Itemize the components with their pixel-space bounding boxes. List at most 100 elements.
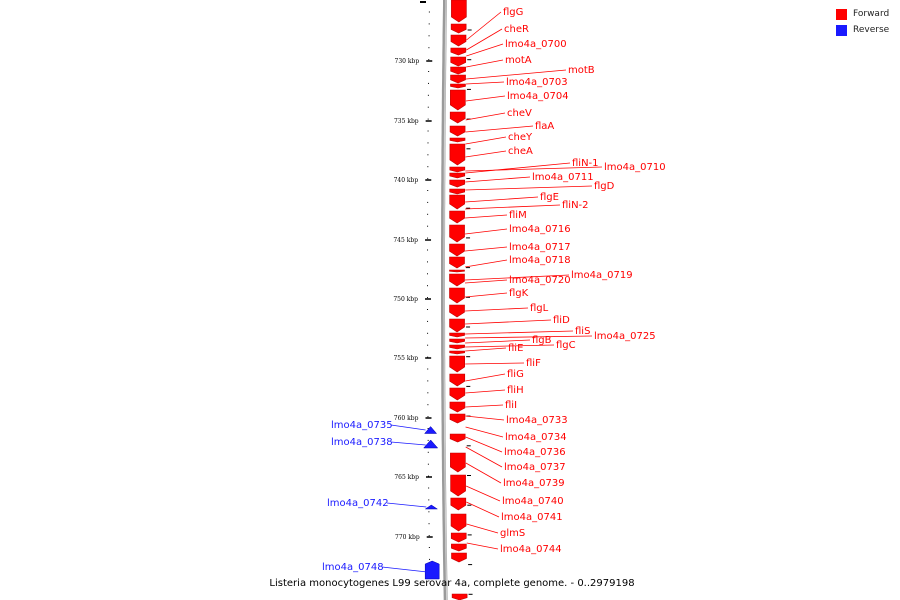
forward-gene-feature[interactable] — [449, 373, 466, 387]
forward-label-leader — [465, 204, 561, 210]
reverse-gene-label[interactable]: lmo4a_0742 — [327, 498, 389, 509]
forward-gene-label[interactable]: motA — [505, 55, 532, 66]
forward-gene-label[interactable]: lmo4a_0700 — [505, 39, 567, 50]
forward-gene-label[interactable]: lmo4a_0733 — [506, 415, 568, 426]
forward-gene-feature[interactable] — [449, 401, 466, 413]
forward-gene-feature[interactable] — [449, 304, 465, 318]
reverse-gene-feature[interactable] — [424, 560, 440, 580]
forward-gene-feature[interactable] — [449, 318, 465, 333]
forward-gene-label[interactable]: lmo4a_0736 — [504, 447, 566, 458]
forward-gene-label[interactable]: lmo4a_0716 — [509, 224, 571, 235]
forward-gene-label[interactable]: lmo4a_0711 — [532, 172, 594, 183]
forward-gene-label[interactable]: fliH — [507, 385, 524, 396]
forward-gene-feature[interactable] — [449, 344, 465, 350]
forward-gene-label[interactable]: lmo4a_0741 — [501, 512, 563, 523]
forward-gene-label[interactable]: flgK — [509, 288, 529, 299]
forward-gene-feature[interactable] — [450, 23, 467, 34]
forward-gene-label[interactable]: lmo4a_0740 — [502, 496, 564, 507]
forward-gene-feature[interactable] — [449, 111, 466, 124]
forward-gene-label[interactable]: lmo4a_0718 — [509, 255, 571, 266]
forward-gene-label[interactable]: fliI — [505, 400, 517, 411]
forward-gene-label[interactable]: motB — [568, 65, 595, 76]
forward-gene-label[interactable]: lmo4a_0704 — [507, 91, 569, 102]
forward-gene-feature[interactable] — [449, 338, 465, 344]
forward-gene-label[interactable]: lmo4a_0720 — [509, 275, 571, 286]
forward-gene-feature[interactable] — [449, 287, 465, 304]
forward-gene-feature[interactable] — [449, 413, 466, 424]
forward-gene-feature[interactable] — [449, 188, 466, 195]
forward-gene-label[interactable]: lmo4a_0737 — [504, 462, 566, 473]
forward-gene-label[interactable]: flaA — [535, 121, 554, 132]
forward-gene-feature[interactable] — [449, 194, 465, 210]
forward-gene-label[interactable]: fliG — [507, 369, 524, 380]
forward-gene-feature[interactable] — [449, 355, 465, 373]
forward-gene-label[interactable]: fliM — [509, 210, 527, 221]
forward-gene-label[interactable]: cheV — [507, 108, 532, 119]
reverse-gene-feature[interactable] — [424, 426, 438, 434]
forward-gene-feature[interactable] — [450, 89, 466, 111]
forward-gene-label[interactable]: cheA — [508, 146, 533, 157]
legend-forward[interactable]: Forward — [836, 6, 900, 22]
forward-gene-label[interactable]: cheR — [504, 24, 529, 35]
forward-gene-feature[interactable] — [449, 166, 466, 173]
forward-gene-label[interactable]: flgL — [530, 303, 549, 314]
forward-gene-feature[interactable] — [450, 66, 466, 75]
forward-gene-feature[interactable] — [449, 243, 465, 257]
forward-gene-label[interactable]: fliS — [575, 326, 590, 337]
forward-gene-feature[interactable] — [450, 474, 466, 497]
forward-gene-label[interactable]: flgD — [594, 181, 615, 192]
forward-gene-feature[interactable] — [449, 224, 465, 243]
forward-gene-feature[interactable] — [449, 125, 466, 137]
forward-gene-feature[interactable] — [449, 332, 465, 338]
forward-gene-feature[interactable] — [450, 513, 467, 532]
reverse-gene-feature[interactable] — [424, 504, 439, 510]
forward-gene-label[interactable]: flgG — [503, 7, 523, 18]
forward-gene-label[interactable]: lmo4a_0744 — [500, 544, 562, 555]
forward-gene-feature[interactable] — [449, 256, 465, 269]
forward-gene-feature[interactable] — [449, 210, 465, 224]
forward-gene-feature[interactable] — [450, 56, 467, 67]
forward-gene-feature[interactable] — [450, 532, 467, 543]
forward-gene-feature[interactable] — [449, 387, 466, 401]
forward-gene-feature[interactable] — [450, 74, 466, 84]
forward-gene-label[interactable]: lmo4a_0734 — [505, 432, 567, 443]
forward-gene-label[interactable]: fliN-1 — [572, 158, 599, 169]
forward-gene-feature[interactable] — [451, 0, 467, 23]
forward-gene-feature[interactable] — [449, 433, 466, 443]
forward-gene-label[interactable]: lmo4a_0719 — [571, 270, 633, 281]
forward-gene-label[interactable]: lmo4a_0739 — [503, 478, 565, 489]
forward-gene-feature[interactable] — [449, 143, 466, 166]
forward-gene-label[interactable]: fliD — [553, 315, 570, 326]
forward-gene-feature[interactable] — [450, 83, 466, 89]
forward-gene-label[interactable]: lmo4a_0703 — [506, 77, 568, 88]
forward-gene-feature[interactable] — [451, 543, 467, 552]
reverse-gene-label[interactable]: lmo4a_0748 — [322, 562, 384, 573]
legend-reverse[interactable]: Reverse — [836, 22, 900, 38]
forward-gene-label[interactable]: fliE — [508, 343, 523, 354]
forward-gene-label[interactable]: flgE — [540, 192, 559, 203]
forward-gene-label[interactable]: fliF — [526, 358, 541, 369]
forward-gene-feature[interactable] — [451, 552, 467, 563]
reverse-gene-label[interactable]: lmo4a_0738 — [331, 437, 393, 448]
forward-gene-feature[interactable] — [450, 47, 467, 56]
forward-gene-label[interactable]: lmo4a_0710 — [604, 162, 666, 173]
forward-gene-feature[interactable] — [449, 350, 465, 355]
forward-gene-feature[interactable] — [450, 34, 467, 47]
forward-gene-feature[interactable] — [450, 452, 466, 473]
forward-gene-feature[interactable] — [449, 172, 466, 179]
forward-gene-label[interactable]: fliN-2 — [562, 200, 589, 211]
forward-gene-label[interactable]: lmo4a_0725 — [594, 331, 656, 342]
reverse-gene-label[interactable]: lmo4a_0735 — [331, 420, 393, 431]
forward-gene-label[interactable]: flgB — [532, 335, 552, 346]
forward-gene-label[interactable]: flgC — [556, 340, 576, 351]
reverse-gene-feature[interactable] — [423, 439, 439, 449]
forward-gene-feature[interactable] — [449, 179, 466, 188]
forward-gene-label[interactable]: lmo4a_0717 — [509, 242, 571, 253]
forward-gene-feature[interactable] — [451, 593, 468, 600]
forward-gene-label[interactable]: cheY — [508, 132, 533, 143]
forward-gene-feature[interactable] — [449, 269, 465, 273]
forward-gene-feature[interactable] — [450, 497, 467, 511]
forward-gene-feature[interactable] — [449, 137, 466, 143]
forward-gene-label[interactable]: glmS — [500, 528, 525, 539]
forward-gene-feature[interactable] — [449, 273, 465, 287]
